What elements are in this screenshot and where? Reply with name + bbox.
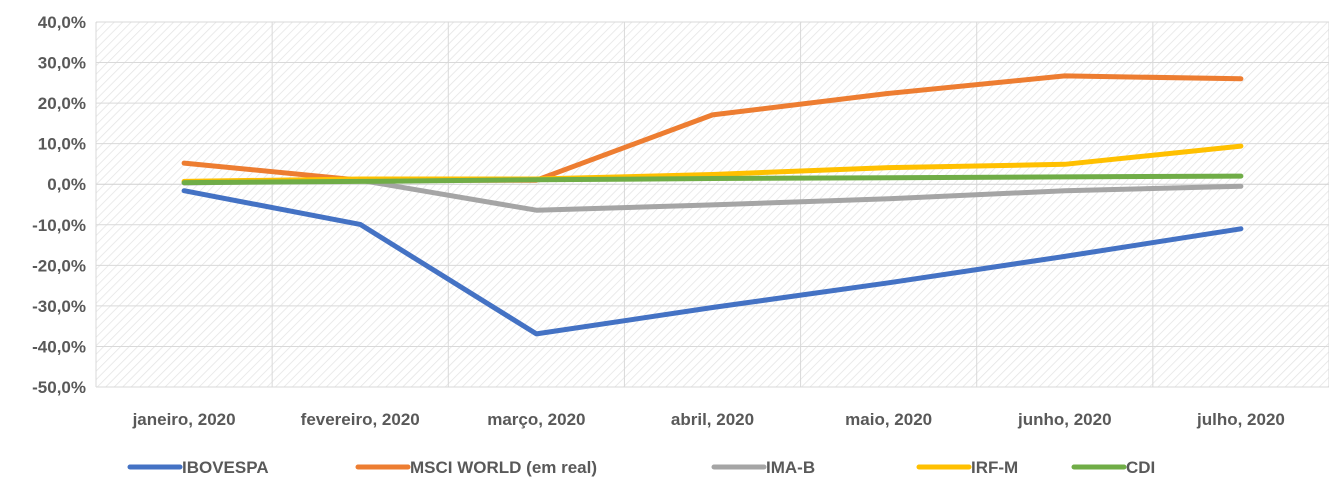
- grid-lines: [95, 21, 1329, 388]
- x-tick-label: janeiro, 2020: [132, 410, 236, 429]
- legend-label-msci-world-em-real: MSCI WORLD (em real): [410, 458, 597, 477]
- y-tick-label: 30,0%: [38, 54, 86, 73]
- x-tick-label: março, 2020: [487, 410, 585, 429]
- y-tick-label: -50,0%: [32, 378, 86, 397]
- series-line-cdi: [181, 173, 1244, 186]
- x-tick-label: junho, 2020: [1017, 410, 1112, 429]
- y-tick-label: -30,0%: [32, 297, 86, 316]
- legend-label-cdi: CDI: [1126, 458, 1155, 477]
- x-axis: janeiro, 2020 fevereiro, 2020 março, 2020 a…: [132, 410, 1285, 429]
- y-tick-label: 20,0%: [38, 94, 86, 113]
- y-tick-label: -10,0%: [32, 216, 86, 235]
- legend-label-ima-b: IMA-B: [766, 458, 815, 477]
- y-tick-label: 40,0%: [38, 13, 86, 32]
- y-tick-label: -20,0%: [32, 256, 86, 275]
- x-tick-label: fevereiro, 2020: [301, 410, 420, 429]
- series-line-ibovespa: [181, 188, 1244, 337]
- y-axis: 40,0% 30,0% 20,0% 10,0% 0,0% -10,0% -20,0% -30,…: [32, 13, 86, 397]
- y-tick-label: 10,0%: [38, 135, 86, 154]
- y-tick-label: 0,0%: [47, 175, 86, 194]
- x-tick-label: julho, 2020: [1196, 410, 1285, 429]
- legend: IBOVESPA MSCI WORLD (em real) IMA-B IRF-M CD…: [127, 458, 1155, 477]
- x-tick-label: abril, 2020: [671, 410, 754, 429]
- legend-label-ibovespa: IBOVESPA: [182, 458, 269, 477]
- legend-label-irf-m: IRF-M: [971, 458, 1018, 477]
- series-lines: [181, 73, 1244, 337]
- x-tick-label: maio, 2020: [845, 410, 932, 429]
- y-tick-label: -40,0%: [32, 337, 86, 356]
